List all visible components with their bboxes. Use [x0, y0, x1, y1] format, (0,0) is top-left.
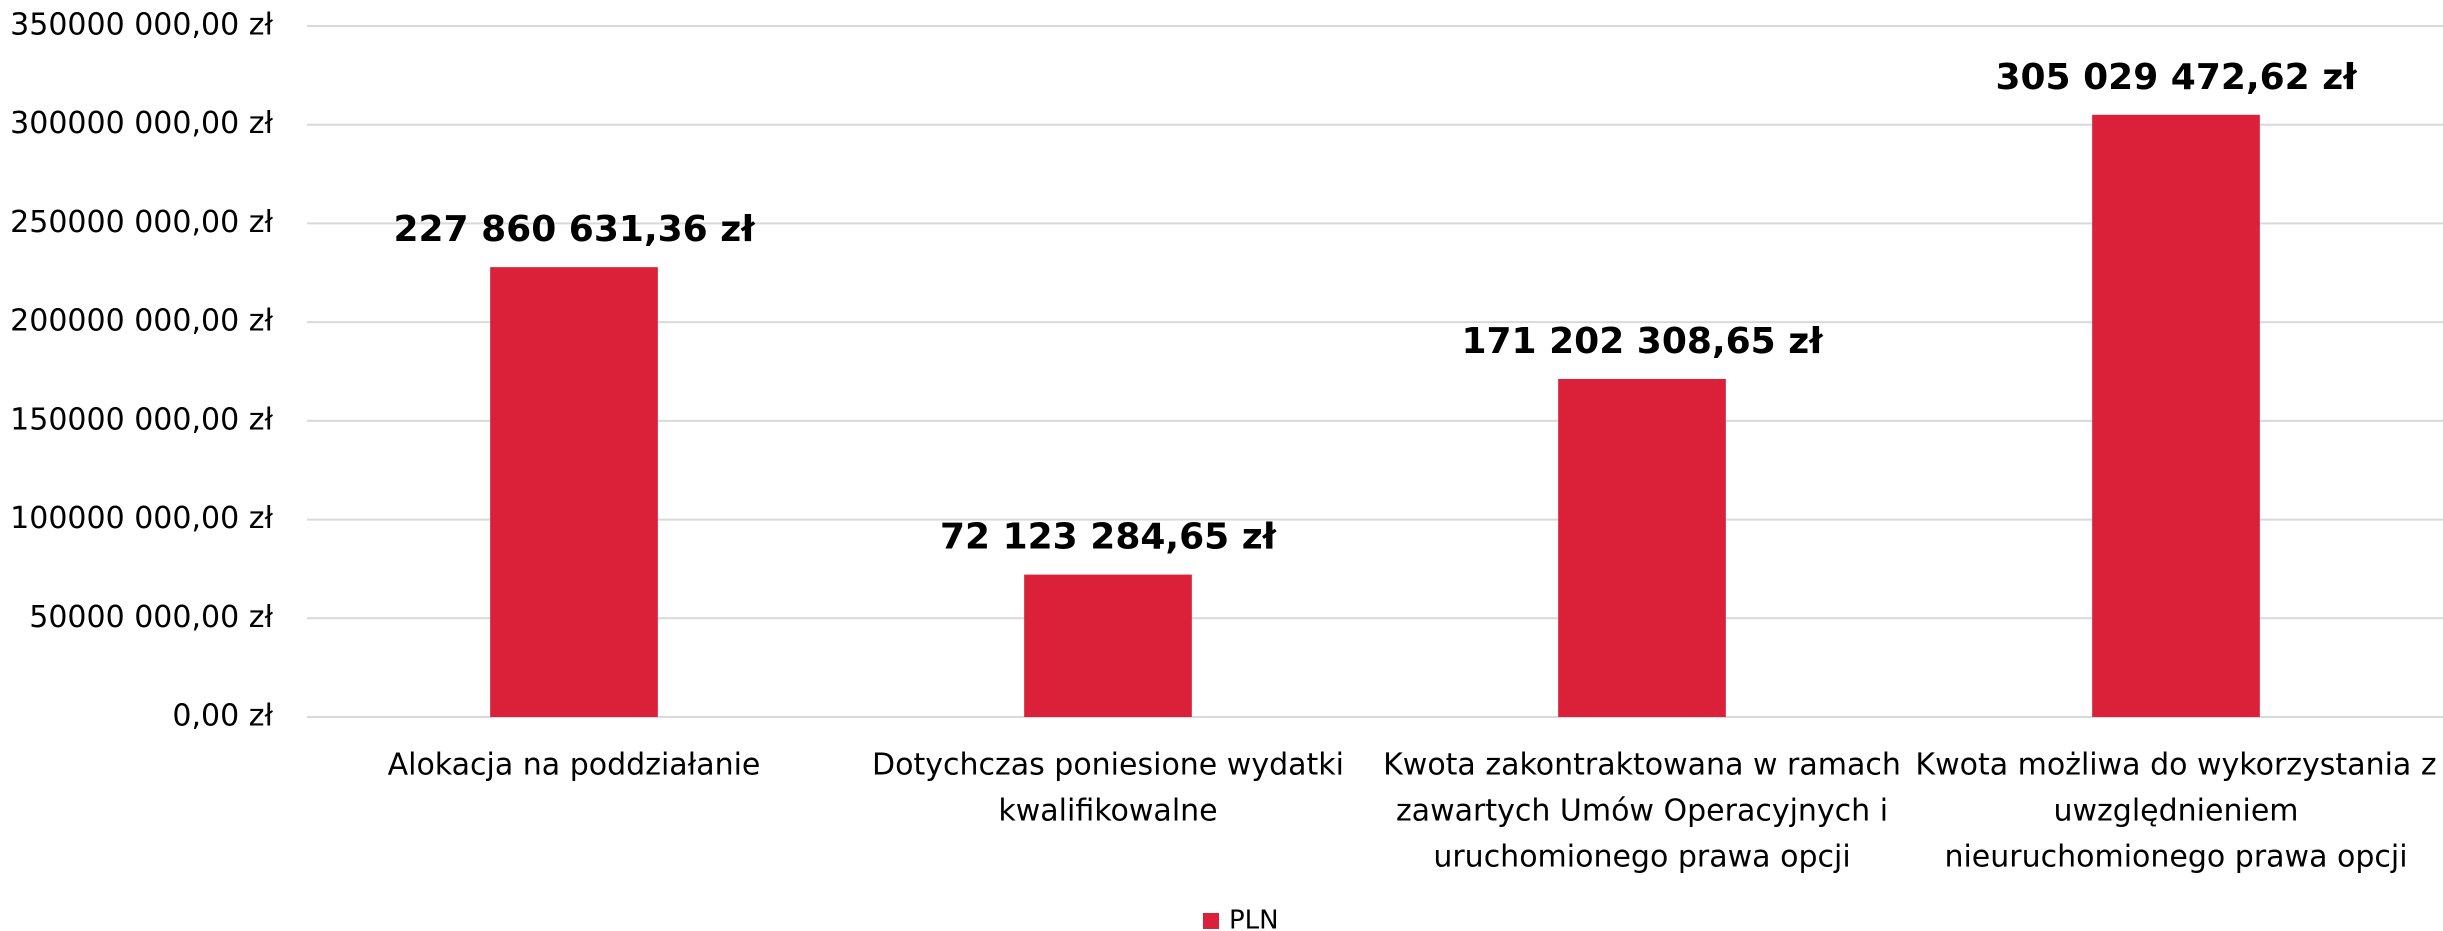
bar — [2092, 114, 2260, 717]
x-tick-label: Kwota możliwa do wykorzystania z — [1915, 748, 2436, 783]
x-tick-label: uruchomionego prawa opcji — [1433, 840, 1850, 875]
bar — [1558, 378, 1726, 717]
data-label: 171 202 308,65 zł — [1461, 321, 1824, 362]
y-tick-label: 100000 000,00 zł — [10, 501, 273, 536]
x-tick-label: nieuruchomionego prawa opcji — [1944, 840, 2407, 875]
bar — [1024, 574, 1192, 717]
x-tick-label: Kwota zakontraktowana w ramach — [1383, 748, 1901, 783]
data-label: 305 029 472,62 zł — [1995, 57, 2358, 98]
x-tick-label: Alokacja na poddziałanie — [388, 748, 761, 783]
y-tick-label: 50000 000,00 zł — [29, 600, 273, 635]
data-label: 227 860 631,36 zł — [393, 209, 756, 250]
y-tick-label: 300000 000,00 zł — [10, 106, 273, 141]
legend-swatch — [1203, 913, 1219, 929]
x-tick-label: uwzględnieniem — [2053, 794, 2298, 829]
y-tick-label: 350000 000,00 zł — [10, 8, 273, 43]
data-label: 72 123 284,65 zł — [940, 517, 1278, 558]
y-tick-label: 250000 000,00 zł — [10, 205, 273, 240]
legend-label: PLN — [1229, 906, 1279, 931]
bar — [490, 267, 658, 717]
y-tick-label: 0,00 zł — [172, 699, 273, 734]
x-tick-label: Dotychczas poniesione wydatki — [872, 748, 1344, 783]
y-tick-label: 200000 000,00 zł — [10, 304, 273, 339]
x-tick-label: zawartych Umów Operacyjnych i — [1396, 794, 1888, 829]
x-tick-label: kwalifikowalne — [998, 794, 1217, 829]
y-tick-label: 150000 000,00 zł — [10, 402, 273, 437]
